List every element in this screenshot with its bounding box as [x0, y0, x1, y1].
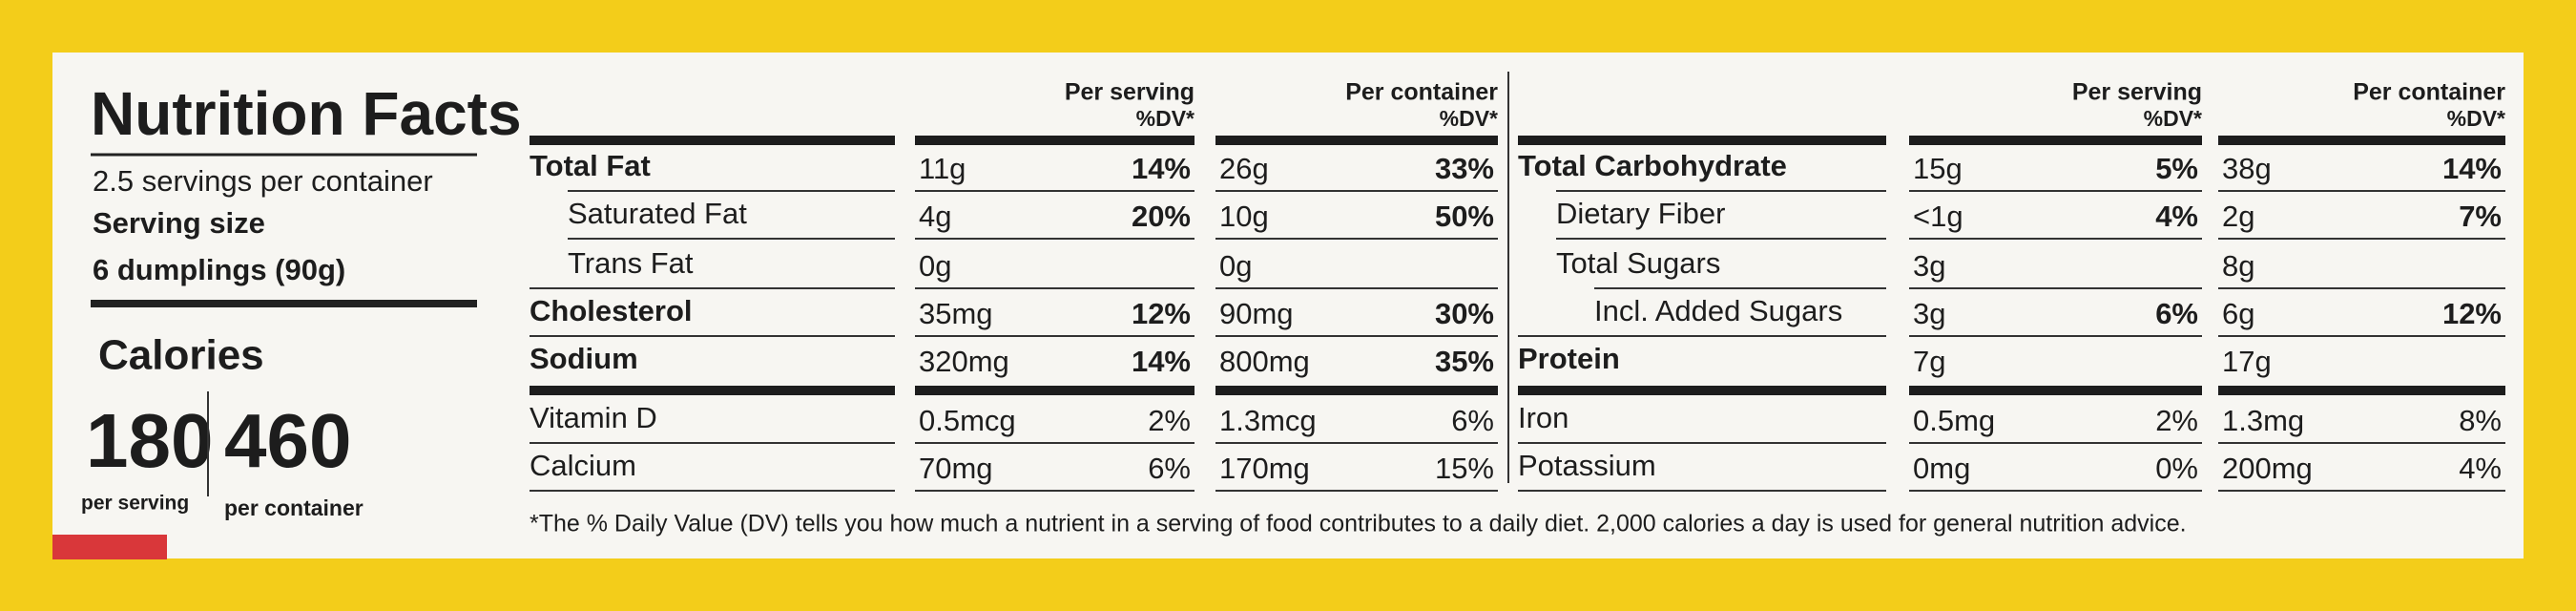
- calories-serving: 180: [86, 398, 213, 483]
- daily-value: 2%: [1148, 404, 1191, 437]
- amount: 0g: [1219, 249, 1252, 283]
- column-header: Per container: [2353, 79, 2505, 106]
- nutrient-name: Vitamin D: [530, 401, 657, 434]
- amount: 0.5mcg: [919, 404, 1016, 437]
- amount: 170mg: [1219, 452, 1310, 485]
- nutrient-name: Total Carbohydrate: [1518, 149, 1787, 182]
- daily-value: 8%: [2459, 404, 2502, 437]
- title: Nutrition Facts: [91, 79, 522, 148]
- per-serving-label: per serving: [81, 493, 189, 515]
- daily-value: 14%: [1132, 345, 1191, 378]
- amount: 0mg: [1913, 452, 1970, 485]
- thick-bar: [1518, 136, 1886, 145]
- nutrient-name: Sodium: [530, 342, 638, 375]
- daily-value: 7%: [2459, 200, 2502, 233]
- amount: 70mg: [919, 452, 993, 485]
- daily-value: 15%: [1435, 452, 1494, 485]
- amount: 200mg: [2222, 452, 2313, 485]
- nutrient-name: Iron: [1518, 401, 1568, 434]
- daily-value: 4%: [2155, 200, 2198, 233]
- thick-bar: [2218, 386, 2505, 395]
- amount: 0.5mg: [1913, 404, 1995, 437]
- daily-value: 30%: [1435, 297, 1494, 330]
- thick-bar: [1215, 386, 1498, 395]
- thick-bar: [1518, 386, 1886, 395]
- amount: 2g: [2222, 200, 2254, 233]
- daily-value: 6%: [2155, 297, 2198, 330]
- amount: 3g: [1913, 249, 1945, 283]
- column-header: %DV*: [2447, 106, 2505, 131]
- nutrient-name: Trans Fat: [568, 246, 694, 280]
- nutrient-name: Total Sugars: [1556, 246, 1720, 280]
- amount: 6g: [2222, 297, 2254, 330]
- serving-size: 6 dumplings (90g): [93, 253, 345, 286]
- amount: 90mg: [1219, 297, 1294, 330]
- column-header: Per serving: [2072, 79, 2202, 106]
- daily-value: 6%: [1148, 452, 1191, 485]
- daily-value: 6%: [1451, 404, 1494, 437]
- package-edge: [52, 535, 167, 559]
- column-header: Per serving: [1065, 79, 1195, 106]
- nutrient-name: Total Fat: [530, 149, 651, 182]
- calories-label: Calories: [98, 332, 264, 379]
- daily-value: 2%: [2155, 404, 2198, 437]
- daily-value: 12%: [1132, 297, 1191, 330]
- nutrient-name: Saturated Fat: [568, 197, 747, 230]
- daily-value: 4%: [2459, 452, 2502, 485]
- daily-value: 35%: [1435, 345, 1494, 378]
- servings: 2.5 servings per container: [93, 164, 433, 198]
- amount: 4g: [919, 200, 951, 233]
- thick-bar: [915, 136, 1195, 145]
- daily-value: 0%: [2155, 452, 2198, 485]
- thick-bar: [1215, 136, 1498, 145]
- thick-bar: [1909, 386, 2202, 395]
- per-container-label: per container: [224, 495, 364, 520]
- amount: 35mg: [919, 297, 993, 330]
- nutrient-name: Calcium: [530, 449, 636, 482]
- nutrient-name: Protein: [1518, 342, 1620, 375]
- amount: 26g: [1219, 152, 1269, 185]
- daily-value: 12%: [2442, 297, 2502, 330]
- thick-bar: [2218, 136, 2505, 145]
- daily-value: 5%: [2155, 152, 2198, 185]
- amount: 1.3mg: [2222, 404, 2304, 437]
- amount: 0g: [919, 249, 951, 283]
- nutrient-name: Cholesterol: [530, 294, 693, 327]
- daily-value: 50%: [1435, 200, 1494, 233]
- amount: 10g: [1219, 200, 1269, 233]
- amount: 38g: [2222, 152, 2272, 185]
- amount: <1g: [1913, 200, 1963, 233]
- amount: 17g: [2222, 345, 2272, 378]
- thick-bar: [1909, 136, 2202, 145]
- amount: 11g: [919, 152, 966, 185]
- nutrient-name: Potassium: [1518, 449, 1656, 482]
- amount: 800mg: [1219, 345, 1310, 378]
- daily-value: 33%: [1435, 152, 1494, 185]
- nutrient-name: Incl. Added Sugars: [1594, 294, 1842, 327]
- amount: 8g: [2222, 249, 2254, 283]
- amount: 320mg: [919, 345, 1009, 378]
- column-header: Per container: [1345, 79, 1498, 106]
- nutrient-name: Dietary Fiber: [1556, 197, 1725, 230]
- daily-value: 14%: [1132, 152, 1191, 185]
- column-header: %DV*: [1136, 106, 1195, 131]
- thick-bar: [530, 136, 895, 145]
- thick-bar: [915, 386, 1195, 395]
- serving-size-label: Serving size: [93, 206, 265, 240]
- amount: 7g: [1913, 345, 1945, 378]
- amount: 15g: [1913, 152, 1963, 185]
- thick-bar: [530, 386, 895, 395]
- column-header: %DV*: [2144, 106, 2202, 131]
- calories-container: 460: [224, 398, 351, 483]
- footnote: *The % Daily Value (DV) tells you how mu…: [530, 511, 2187, 537]
- daily-value: 14%: [2442, 152, 2502, 185]
- column-header: %DV*: [1440, 106, 1498, 131]
- daily-value: 20%: [1132, 200, 1191, 233]
- amount: 3g: [1913, 297, 1945, 330]
- amount: 1.3mcg: [1219, 404, 1317, 437]
